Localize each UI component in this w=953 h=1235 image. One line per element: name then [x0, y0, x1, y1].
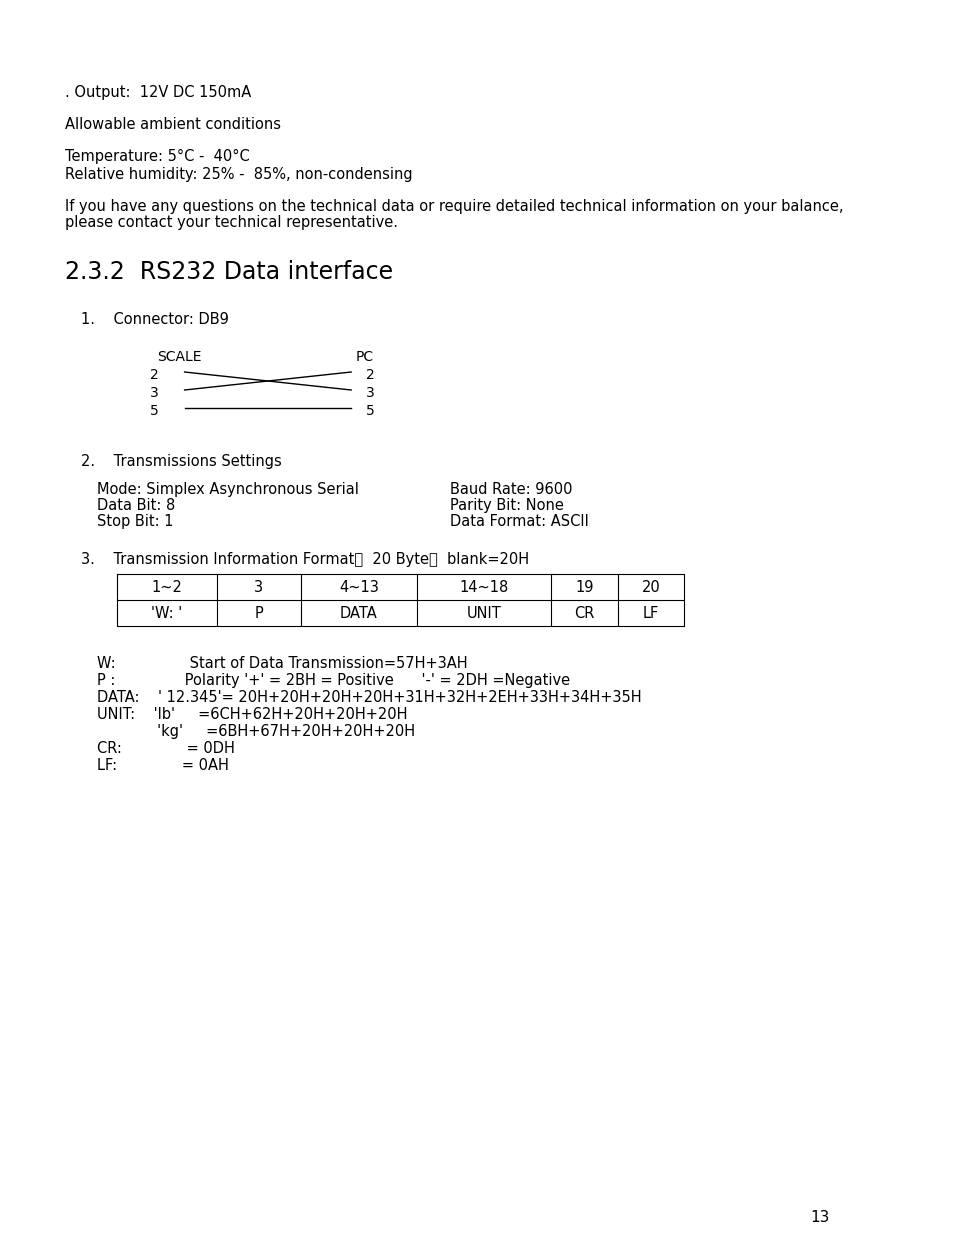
Text: 20: 20: [641, 579, 659, 594]
Text: SCALE: SCALE: [157, 350, 202, 364]
Text: 'kg'     =6BH+67H+20H+20H+20H: 'kg' =6BH+67H+20H+20H+20H: [97, 724, 415, 739]
Text: W:                Start of Data Transmission=57H+3AH: W: Start of Data Transmission=57H+3AH: [97, 656, 467, 671]
Text: CR: CR: [574, 605, 594, 620]
Text: 3.    Transmission Information Format：  20 Byte，  blank=20H: 3. Transmission Information Format： 20 B…: [81, 552, 529, 567]
Text: DATA:    ' 12.345'= 20H+20H+20H+20H+31H+32H+2EH+33H+34H+35H: DATA: ' 12.345'= 20H+20H+20H+20H+31H+32H…: [97, 690, 641, 705]
Text: Allowable ambient conditions: Allowable ambient conditions: [65, 117, 280, 132]
Text: 1.    Connector: DB9: 1. Connector: DB9: [81, 312, 229, 327]
Text: 13: 13: [810, 1210, 829, 1225]
Text: Data Format: ASCII: Data Format: ASCII: [450, 514, 589, 529]
Text: Stop Bit: 1: Stop Bit: 1: [97, 514, 173, 529]
Text: 5: 5: [151, 404, 159, 417]
Text: CR:              = 0DH: CR: = 0DH: [97, 741, 234, 756]
Text: . Output:  12V DC 150mA: . Output: 12V DC 150mA: [65, 85, 251, 100]
Text: 3: 3: [151, 387, 159, 400]
Text: LF:              = 0AH: LF: = 0AH: [97, 758, 229, 773]
Text: 2: 2: [151, 368, 159, 382]
Text: P: P: [254, 605, 263, 620]
Text: Temperature: 5°C -  40°C: Temperature: 5°C - 40°C: [65, 149, 250, 164]
Text: 14~18: 14~18: [459, 579, 508, 594]
Text: 2: 2: [365, 368, 374, 382]
Text: 4~13: 4~13: [338, 579, 378, 594]
Text: UNIT: UNIT: [466, 605, 501, 620]
Text: Baud Rate: 9600: Baud Rate: 9600: [450, 482, 572, 496]
Text: DATA: DATA: [340, 605, 377, 620]
Text: PC: PC: [355, 350, 374, 364]
Text: Relative humidity: 25% -  85%, non-condensing: Relative humidity: 25% - 85%, non-conden…: [65, 167, 412, 182]
Text: Parity Bit: None: Parity Bit: None: [450, 498, 563, 513]
Text: 'W: ': 'W: ': [152, 605, 183, 620]
Text: LF: LF: [642, 605, 659, 620]
Text: 2.3.2  RS232 Data interface: 2.3.2 RS232 Data interface: [65, 261, 393, 284]
Text: 19: 19: [575, 579, 593, 594]
Text: 3: 3: [254, 579, 263, 594]
Text: 1~2: 1~2: [152, 579, 182, 594]
Text: P :               Polarity '+' = 2BH = Positive      '-' = 2DH =Negative: P : Polarity '+' = 2BH = Positive '-' = …: [97, 673, 570, 688]
Text: please contact your technical representative.: please contact your technical representa…: [65, 215, 397, 230]
Text: If you have any questions on the technical data or require detailed technical in: If you have any questions on the technic…: [65, 199, 842, 214]
Text: Mode: Simplex Asynchronous Serial: Mode: Simplex Asynchronous Serial: [97, 482, 358, 496]
Text: Data Bit: 8: Data Bit: 8: [97, 498, 175, 513]
Text: UNIT:    'lb'     =6CH+62H+20H+20H+20H: UNIT: 'lb' =6CH+62H+20H+20H+20H: [97, 706, 407, 722]
Text: 3: 3: [365, 387, 374, 400]
Text: 5: 5: [365, 404, 374, 417]
Text: 2.    Transmissions Settings: 2. Transmissions Settings: [81, 454, 281, 469]
